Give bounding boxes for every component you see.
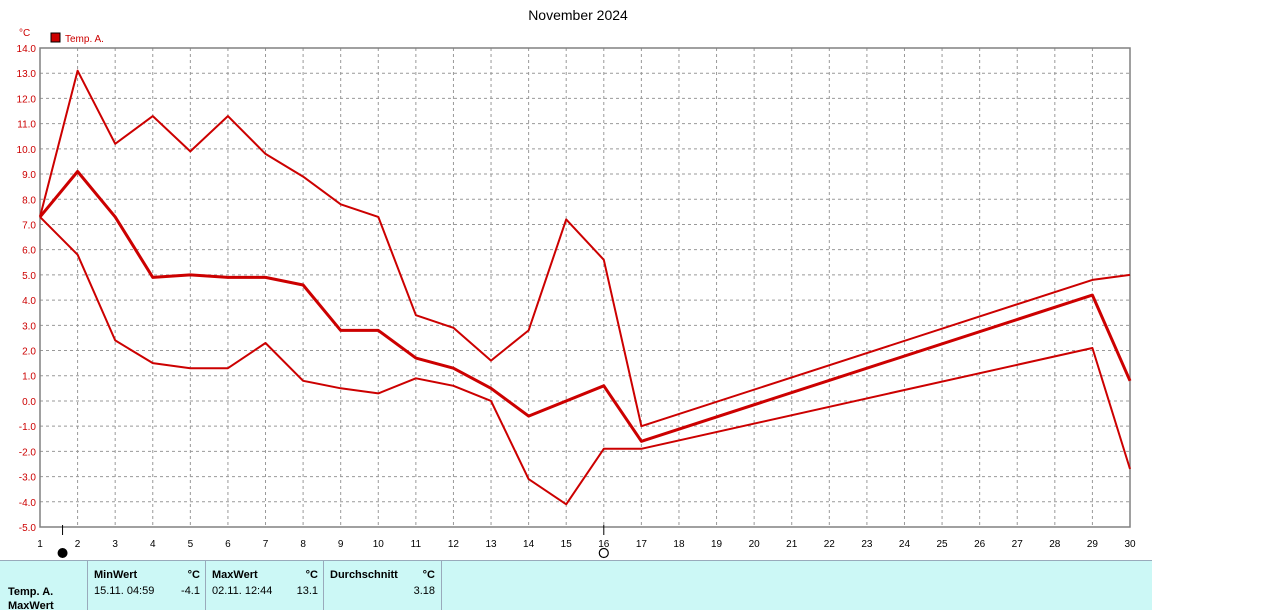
x-tick-label: 5 bbox=[188, 539, 194, 550]
x-tick-label: 24 bbox=[899, 539, 911, 550]
x-tick-label: 11 bbox=[411, 539, 422, 550]
x-tick-label: 6 bbox=[225, 539, 231, 550]
stats-row-labels: Temp. A. MaxWert bbox=[8, 585, 54, 610]
y-tick-label: 13.0 bbox=[17, 69, 37, 80]
y-tick-label: 2.0 bbox=[22, 347, 36, 358]
y-tick-label: -1.0 bbox=[19, 422, 37, 433]
series-lines bbox=[38, 69, 1132, 506]
x-tick-label: 15 bbox=[561, 539, 573, 550]
y-tick-label: 9.0 bbox=[22, 170, 36, 181]
y-axis: 14.0 13.0 12.0 11.0 10.0 9.0 8.0 7.0 6.0 5.0 4.0 3.… bbox=[17, 44, 37, 534]
x-tick-label: 14 bbox=[523, 539, 535, 550]
y-tick-label: 10.0 bbox=[17, 145, 37, 156]
y-tick-label: 3.0 bbox=[22, 321, 36, 332]
y-tick-label: 7.0 bbox=[22, 220, 36, 231]
x-axis: 1 2 3 4 5 6 7 8 9 10 11 12 13 14 15 16 17 18 19 20 21 22 23 24 2… bbox=[37, 539, 1136, 550]
x-tick-label: 8 bbox=[300, 539, 306, 550]
min-unit: °C bbox=[187, 569, 200, 581]
x-tick-label: 25 bbox=[937, 539, 949, 550]
series-line-mean bbox=[38, 170, 1132, 443]
y-tick-label: 12.0 bbox=[17, 94, 37, 105]
min-value: -4.1 bbox=[181, 585, 200, 597]
x-tick-label: 21 bbox=[786, 539, 798, 550]
average-unit: °C bbox=[422, 569, 435, 581]
y-tick-label: -2.0 bbox=[19, 447, 37, 458]
x-tick-label: 23 bbox=[861, 539, 873, 550]
y-tick-label: 11.0 bbox=[17, 120, 36, 131]
max-header: MaxWert bbox=[212, 569, 258, 581]
filled-circle-marker bbox=[57, 548, 68, 558]
x-tick-label: 17 bbox=[636, 539, 648, 550]
max-value: 13.1 bbox=[296, 585, 318, 597]
y-tick-label: -4.0 bbox=[19, 498, 37, 509]
x-tick-label: 3 bbox=[112, 539, 118, 550]
y-tick-label: 6.0 bbox=[22, 246, 36, 257]
average-header: Durchschnitt bbox=[330, 569, 398, 581]
x-tick-label: 27 bbox=[1012, 539, 1024, 550]
max-unit: °C bbox=[305, 569, 318, 581]
y-tick-label: 5.0 bbox=[22, 271, 36, 282]
y-axis-unit: °C bbox=[19, 28, 30, 39]
max-timestamp: 02.11. 12:44 bbox=[212, 585, 273, 597]
x-markers bbox=[57, 525, 609, 559]
stats-row-label: MaxWert bbox=[8, 600, 54, 610]
x-tick-label: 20 bbox=[749, 539, 761, 550]
average-value: 3.18 bbox=[413, 585, 435, 597]
min-column: MinWert °C 15.11. 04:59 -4.1 bbox=[87, 561, 206, 610]
x-tick-label: 19 bbox=[711, 539, 723, 550]
min-header: MinWert bbox=[94, 569, 138, 581]
max-column: MaxWert °C 02.11. 12:44 13.1 bbox=[205, 561, 324, 610]
grid-lines bbox=[40, 48, 1130, 527]
plot-frame bbox=[39, 47, 1131, 528]
open-circle-marker bbox=[598, 547, 609, 559]
legend-swatch bbox=[50, 32, 61, 43]
y-tick-label: 4.0 bbox=[22, 296, 36, 307]
x-tick-label: 30 bbox=[1124, 539, 1136, 550]
legend-label: Temp. A. bbox=[65, 34, 104, 45]
y-tick-label: -5.0 bbox=[19, 523, 37, 534]
x-tick-label: 2 bbox=[75, 539, 81, 550]
y-tick-label: 14.0 bbox=[17, 44, 37, 55]
chart-title: November 2024 bbox=[528, 7, 628, 23]
series-line-min bbox=[39, 216, 1131, 506]
x-tick-label: 28 bbox=[1049, 539, 1061, 550]
y-tick-label: 1.0 bbox=[22, 372, 36, 383]
stats-row-label: Temp. A. bbox=[8, 586, 54, 598]
x-tick-label: 1 bbox=[37, 539, 43, 550]
x-tick-label: 22 bbox=[824, 539, 836, 550]
y-tick-label: 0.0 bbox=[22, 397, 36, 408]
x-tick-label: 10 bbox=[373, 539, 385, 550]
min-timestamp: 15.11. 04:59 bbox=[94, 585, 155, 597]
x-tick-label: 4 bbox=[150, 539, 156, 550]
x-tick-label: 7 bbox=[263, 539, 269, 550]
y-tick-label: -3.0 bbox=[19, 473, 37, 484]
statistics-panel: Temp. A. MaxWert MinWert °C 15.11. 04:59… bbox=[0, 560, 1152, 610]
x-tick-label: 12 bbox=[448, 539, 460, 550]
series-line-max bbox=[39, 69, 1131, 428]
x-tick-label: 18 bbox=[673, 539, 685, 550]
average-column: Durchschnitt °C 3.18 bbox=[323, 561, 442, 610]
x-tick-label: 26 bbox=[974, 539, 986, 550]
temperature-chart: November 2024 °C Temp. A. 14.013.012.011… bbox=[17, 7, 1136, 559]
x-tick-label: 16 bbox=[598, 539, 610, 550]
x-tick-label: 9 bbox=[338, 539, 344, 550]
y-tick-label: 8.0 bbox=[22, 195, 36, 206]
x-tick-label: 29 bbox=[1087, 539, 1099, 550]
x-tick-label: 13 bbox=[485, 539, 497, 550]
